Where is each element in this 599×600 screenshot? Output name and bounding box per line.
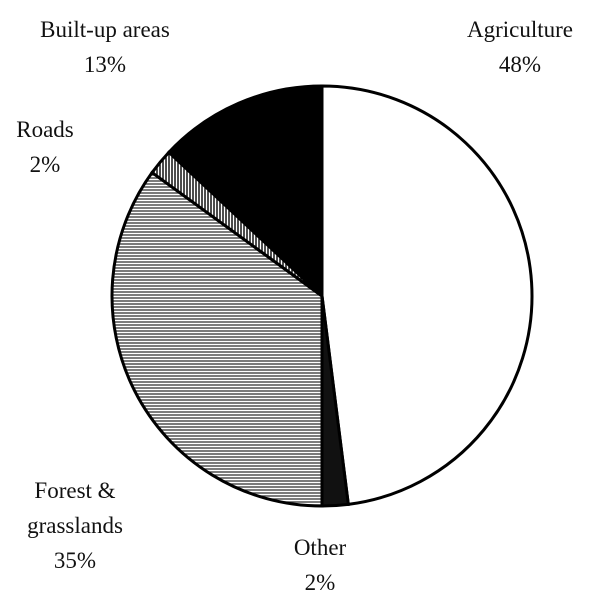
value-label: 48% bbox=[498, 52, 542, 77]
category-label: Agriculture bbox=[466, 17, 573, 42]
value-label: 35% bbox=[53, 548, 97, 573]
category-label: Roads bbox=[16, 117, 74, 142]
slice-label: Roads 2% bbox=[0, 112, 90, 182]
value-label: 2% bbox=[304, 570, 336, 595]
category-label: Built-up areas bbox=[40, 17, 170, 42]
value-label: 2% bbox=[29, 152, 61, 177]
category-label: Forest & grasslands bbox=[27, 478, 123, 538]
category-label: Other bbox=[293, 535, 347, 560]
slice-label: Forest & grasslands 35% bbox=[5, 473, 145, 578]
pie-slice bbox=[166, 84, 324, 300]
pie-slice bbox=[110, 170, 324, 508]
pie-slice bbox=[320, 84, 534, 507]
slice-label: Other 2% bbox=[270, 530, 370, 600]
value-label: 13% bbox=[83, 52, 127, 77]
slice-label: Agriculture 48% bbox=[440, 12, 599, 82]
slice-label: Built-up areas 13% bbox=[30, 12, 180, 82]
